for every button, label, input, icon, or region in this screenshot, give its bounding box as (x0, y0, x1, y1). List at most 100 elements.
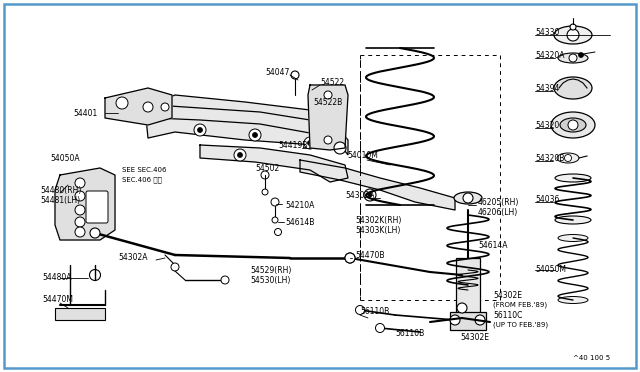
Circle shape (194, 124, 206, 136)
Circle shape (364, 189, 376, 201)
Text: 54210A: 54210A (285, 201, 314, 209)
Text: 54302K(RH): 54302K(RH) (355, 215, 401, 224)
Polygon shape (145, 95, 330, 145)
Text: 54522B: 54522B (313, 97, 342, 106)
Polygon shape (55, 168, 115, 240)
Ellipse shape (454, 192, 482, 204)
Circle shape (368, 193, 372, 197)
Text: (FROM FEB.'89): (FROM FEB.'89) (493, 302, 547, 308)
Text: 54330: 54330 (535, 28, 559, 36)
Polygon shape (105, 88, 172, 125)
FancyBboxPatch shape (86, 191, 108, 223)
Circle shape (304, 137, 316, 149)
Circle shape (334, 142, 346, 154)
Ellipse shape (558, 234, 588, 241)
Circle shape (116, 97, 128, 109)
Circle shape (324, 91, 332, 99)
Text: 54050M: 54050M (535, 266, 566, 275)
Circle shape (355, 305, 365, 314)
Circle shape (253, 132, 257, 138)
Circle shape (579, 52, 584, 58)
Text: 56110B: 56110B (395, 328, 424, 337)
Circle shape (143, 102, 153, 112)
Circle shape (457, 303, 467, 313)
Text: SEC.406 参照: SEC.406 参照 (122, 177, 162, 183)
Circle shape (90, 269, 100, 280)
Circle shape (234, 149, 246, 161)
Circle shape (324, 136, 332, 144)
Ellipse shape (551, 112, 595, 138)
Circle shape (475, 315, 485, 325)
Text: 54401: 54401 (73, 109, 97, 118)
Circle shape (275, 228, 282, 235)
Circle shape (376, 324, 385, 333)
Polygon shape (308, 85, 348, 150)
Text: 46206(LH): 46206(LH) (478, 208, 518, 217)
Bar (456, 258, 480, 313)
Circle shape (567, 29, 579, 41)
Text: 54614B: 54614B (285, 218, 314, 227)
Circle shape (75, 205, 85, 215)
Circle shape (237, 153, 243, 157)
Circle shape (570, 24, 576, 30)
Circle shape (272, 217, 278, 223)
Text: 56110B: 56110B (360, 308, 389, 317)
Circle shape (450, 315, 460, 325)
Text: 54036: 54036 (535, 195, 559, 203)
Text: 56110C: 56110C (493, 311, 522, 320)
Circle shape (249, 129, 261, 141)
Text: 54320A: 54320A (535, 51, 564, 60)
Circle shape (345, 253, 355, 263)
Circle shape (161, 103, 169, 111)
Ellipse shape (555, 216, 591, 224)
Bar (450, 312, 486, 330)
Text: 54529(RH): 54529(RH) (250, 266, 291, 275)
Circle shape (171, 263, 179, 271)
Text: 54481(LH): 54481(LH) (40, 196, 80, 205)
Circle shape (221, 276, 229, 284)
Text: 54470M: 54470M (42, 295, 73, 305)
Text: 54303K(LH): 54303K(LH) (355, 225, 401, 234)
Text: 54502: 54502 (255, 164, 279, 173)
Bar (55, 308, 105, 320)
Circle shape (271, 198, 279, 206)
Circle shape (345, 253, 355, 263)
Polygon shape (300, 160, 455, 210)
Text: 54419B: 54419B (278, 141, 307, 150)
Text: 54320: 54320 (535, 121, 559, 129)
Text: 54050A: 54050A (50, 154, 79, 163)
Text: 54010M: 54010M (347, 151, 378, 160)
Text: ^40 100 5: ^40 100 5 (573, 355, 610, 361)
Circle shape (198, 128, 202, 132)
Text: 54480A: 54480A (42, 273, 72, 282)
Text: 54320B: 54320B (535, 154, 564, 163)
Text: 54302E: 54302E (493, 291, 522, 299)
Text: 54302A: 54302A (118, 253, 147, 263)
Ellipse shape (554, 77, 592, 99)
Circle shape (568, 120, 578, 130)
Circle shape (75, 227, 85, 237)
Circle shape (261, 171, 269, 179)
Circle shape (75, 191, 85, 201)
Circle shape (90, 228, 100, 238)
Text: 54522: 54522 (320, 77, 344, 87)
Text: 54480(RH): 54480(RH) (40, 186, 81, 195)
PathPatch shape (155, 105, 348, 155)
Ellipse shape (558, 53, 588, 63)
Ellipse shape (557, 153, 579, 163)
Circle shape (262, 189, 268, 195)
Ellipse shape (554, 26, 592, 44)
Circle shape (75, 217, 85, 227)
Circle shape (569, 54, 577, 62)
Ellipse shape (560, 118, 586, 132)
Ellipse shape (558, 296, 588, 304)
Text: 54470B: 54470B (355, 250, 385, 260)
Text: (UP TO FEB.'89): (UP TO FEB.'89) (493, 322, 548, 328)
Circle shape (291, 71, 299, 79)
Text: 54530(LH): 54530(LH) (250, 276, 291, 285)
Text: 54047: 54047 (265, 67, 289, 77)
Text: SEE SEC.406: SEE SEC.406 (122, 167, 166, 173)
Text: 46205(RH): 46205(RH) (478, 198, 520, 206)
Text: 54302E: 54302E (460, 334, 489, 343)
Ellipse shape (555, 174, 591, 182)
